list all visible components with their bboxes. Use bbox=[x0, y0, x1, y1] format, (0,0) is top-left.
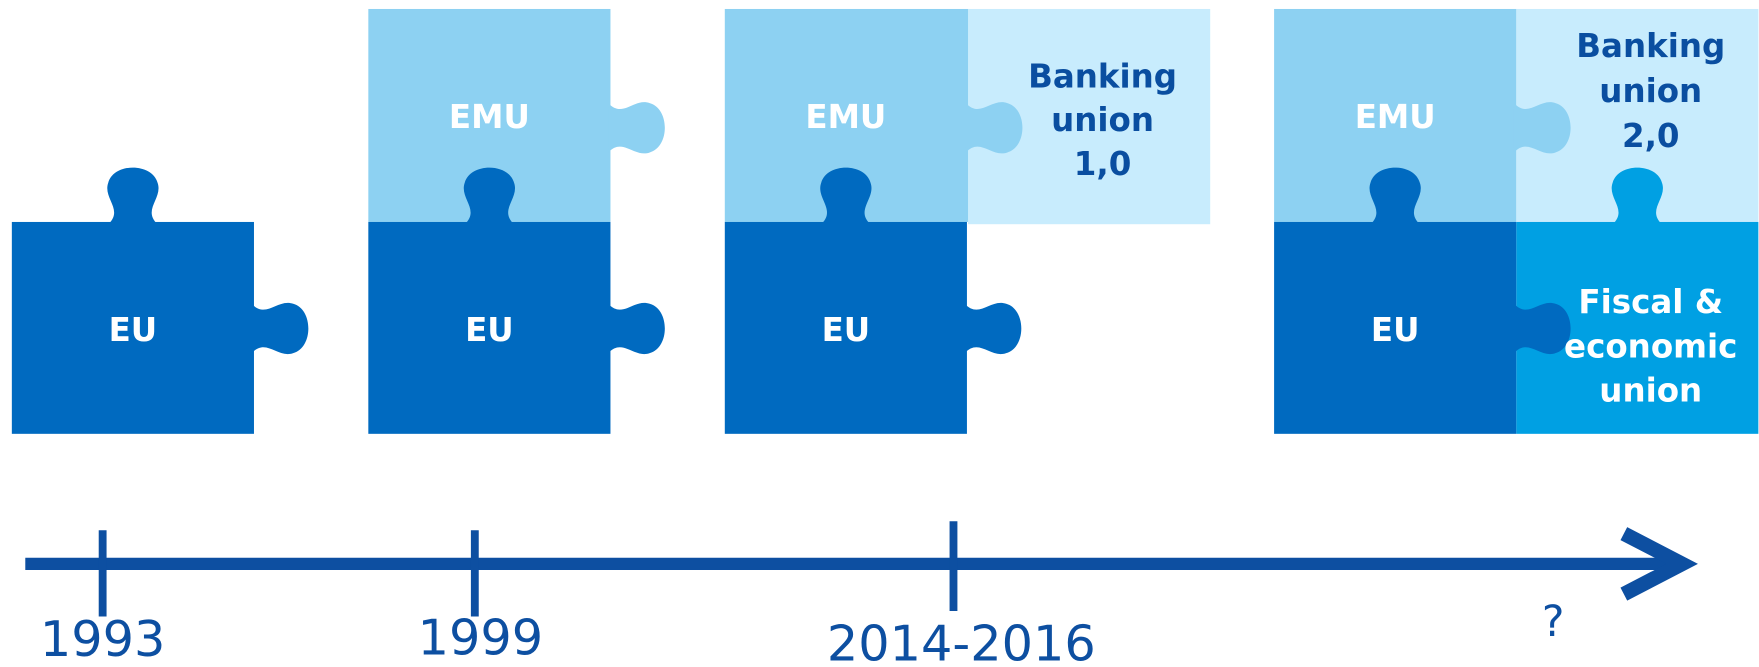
knob bbox=[1514, 303, 1571, 354]
piece-label: EU bbox=[1371, 311, 1420, 349]
date-label: ? bbox=[1542, 597, 1565, 647]
knob bbox=[107, 168, 158, 225]
diagram: EU EMU EU EMU EU Banking union 1,0 EMU E… bbox=[0, 0, 1759, 667]
piece-label: union bbox=[1599, 72, 1702, 110]
piece-label: 1,0 bbox=[1074, 145, 1132, 183]
piece-label: EU bbox=[465, 311, 514, 349]
piece-label: EU bbox=[109, 311, 158, 349]
piece-label: EMU bbox=[1355, 98, 1436, 136]
knob bbox=[1514, 102, 1571, 153]
piece-label: Fiscal & bbox=[1578, 283, 1723, 321]
piece-label: Banking bbox=[1576, 27, 1725, 65]
knob bbox=[1612, 168, 1663, 225]
piece-label: economic bbox=[1564, 328, 1737, 366]
date-label: 1993 bbox=[40, 610, 166, 667]
knob bbox=[965, 303, 1022, 354]
knob bbox=[608, 102, 665, 153]
knob bbox=[252, 303, 309, 354]
knob bbox=[608, 303, 665, 354]
date-label: 2014-2016 bbox=[827, 614, 1096, 667]
piece-label: EMU bbox=[805, 98, 886, 136]
piece-label: union bbox=[1051, 101, 1154, 139]
piece-label: Banking bbox=[1028, 57, 1177, 95]
piece-label: union bbox=[1599, 371, 1702, 409]
knob bbox=[966, 102, 1023, 153]
knob bbox=[820, 168, 871, 225]
knob bbox=[464, 168, 515, 225]
piece-label: EU bbox=[822, 311, 871, 349]
date-label: 1999 bbox=[418, 609, 544, 667]
piece-label: 2,0 bbox=[1622, 117, 1680, 155]
piece-label: EMU bbox=[449, 98, 530, 136]
knob bbox=[1370, 168, 1421, 225]
